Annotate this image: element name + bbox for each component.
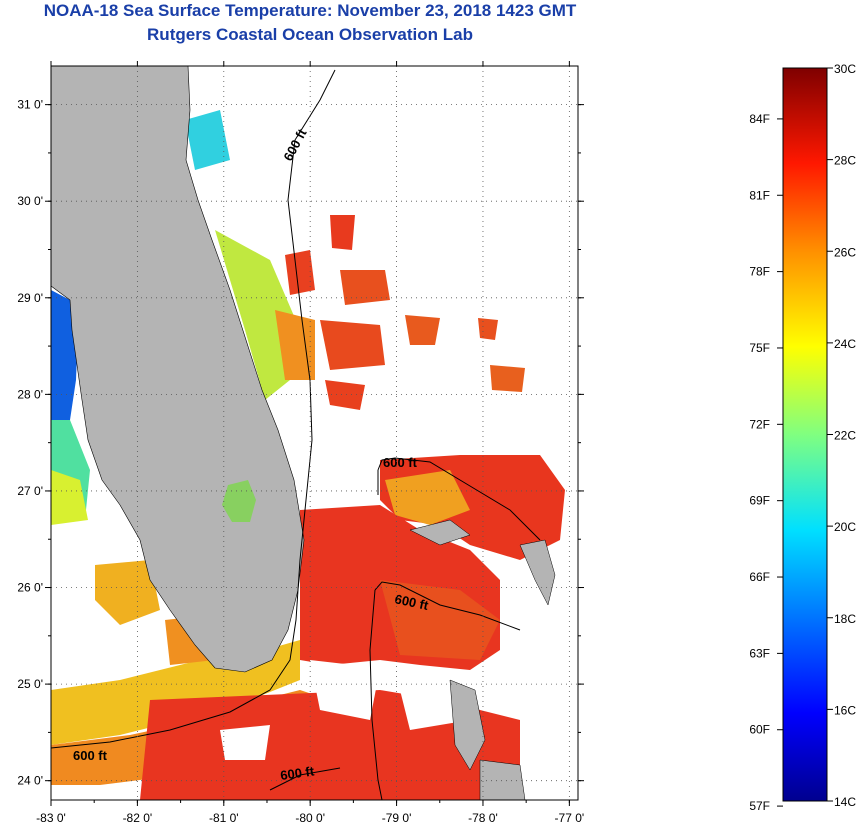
colorbar-label-c: 30C xyxy=(834,62,856,76)
sst-layer xyxy=(51,66,565,800)
isobath-line-south xyxy=(269,767,341,791)
colorbar-label-f: 81F xyxy=(749,188,770,202)
colorbar-label-f: 57F xyxy=(749,799,770,813)
isobath-line-straits xyxy=(374,581,521,631)
sst-gulf-patch xyxy=(95,560,160,625)
colorbar-label-f: 84F xyxy=(749,112,770,126)
lat-lon-grid xyxy=(45,61,584,806)
colorbar-label-c: 16C xyxy=(834,703,856,717)
isobath-line-west xyxy=(51,69,336,749)
lon-tick-label: -80 0' xyxy=(295,811,325,825)
warmish-water-patch xyxy=(51,470,88,525)
lat-tick-label: 26 0' xyxy=(17,581,43,595)
isobath-label: 600 ft xyxy=(73,748,108,763)
colorbar-label-c: 18C xyxy=(834,612,856,626)
colorbar-label-f: 72F xyxy=(749,417,770,431)
colorbar-label-c: 28C xyxy=(834,154,856,168)
cloud-mask xyxy=(310,660,380,720)
colorbar-label-f: 78F xyxy=(749,265,770,279)
colorbar-label-f: 60F xyxy=(749,723,770,737)
sst-patch xyxy=(320,320,385,370)
sst-warm-bank xyxy=(385,470,470,525)
lat-tick-label: 31 0' xyxy=(17,98,43,112)
coastal-water-central xyxy=(215,230,300,400)
colorbar-gradient xyxy=(782,67,828,802)
sst-patch xyxy=(340,270,390,305)
colorbar-label-c: 26C xyxy=(834,245,856,259)
andros-island xyxy=(449,679,486,771)
isobath-line-straits-south xyxy=(369,589,383,800)
axis-labels: -83 0' -82 0' -81 0' -80 0' -79 0' -78 0' -77 … xyxy=(17,98,584,825)
isobath-line-bahamas xyxy=(377,457,541,541)
lat-tick-label: 28 0' xyxy=(17,387,43,401)
colorbar-label-c: 22C xyxy=(834,429,856,443)
lon-tick-label: -81 0' xyxy=(209,811,239,825)
lat-tick-label: 24 0' xyxy=(17,774,43,788)
lon-tick-label: -83 0' xyxy=(36,811,66,825)
coastal-water-north xyxy=(185,110,230,170)
lon-tick-label: -77 0' xyxy=(555,811,585,825)
lat-tick-label: 30 0' xyxy=(17,194,43,208)
colorbar-label-c: 14C xyxy=(834,795,856,809)
lat-tick-label: 27 0' xyxy=(17,484,43,498)
sst-straits-east xyxy=(380,580,500,660)
colorbar: 30C 28C 26C 24C 22C 20C 18C 16C 14C 84F 81F 78F 75F 7… xyxy=(749,62,856,813)
isobath-label: 600 ft xyxy=(279,763,315,783)
colorbar-label-c: 20C xyxy=(834,520,856,534)
abaco-island xyxy=(519,539,556,606)
isobath-label: 600 ft xyxy=(383,455,418,470)
colorbar-label-f: 66F xyxy=(749,570,770,584)
sst-patch xyxy=(490,365,525,392)
sst-patch xyxy=(405,315,440,345)
map-frame xyxy=(50,65,579,801)
colorbar-labels: 30C 28C 26C 24C 22C 20C 18C 16C 14C 84F 81F 78F 75F 7… xyxy=(749,62,856,813)
colorbar-label-f: 69F xyxy=(749,494,770,508)
map-subtitle: Rutgers Coastal Ocean Observation Lab xyxy=(147,25,473,44)
lake-okeechobee xyxy=(222,480,256,522)
isobath-label: 600 ft xyxy=(393,591,430,613)
lat-tick-label: 29 0' xyxy=(17,291,43,305)
map-title: NOAA-18 Sea Surface Temperature: Novembe… xyxy=(43,1,577,20)
sst-patch xyxy=(285,250,315,295)
sst-patch xyxy=(330,215,355,250)
coastal-water-orange xyxy=(275,310,315,380)
lon-tick-label: -79 0' xyxy=(382,811,412,825)
lat-tick-label: 25 0' xyxy=(17,677,43,691)
lon-tick-label: -82 0' xyxy=(123,811,153,825)
cloud-mask xyxy=(220,725,270,760)
bahamas-south-land xyxy=(479,759,526,800)
sst-patch xyxy=(325,380,365,410)
sst-patch xyxy=(478,318,498,340)
lon-tick-label: -78 0' xyxy=(468,811,498,825)
colorbar-label-f: 75F xyxy=(749,341,770,355)
map-panel: 600 ft 600 ft 600 ft 600 ft 600 ft -83 0… xyxy=(17,61,584,825)
grand-bahama xyxy=(409,519,471,546)
colorbar-label-c: 24C xyxy=(834,337,856,351)
colorbar-label-f: 63F xyxy=(749,646,770,660)
